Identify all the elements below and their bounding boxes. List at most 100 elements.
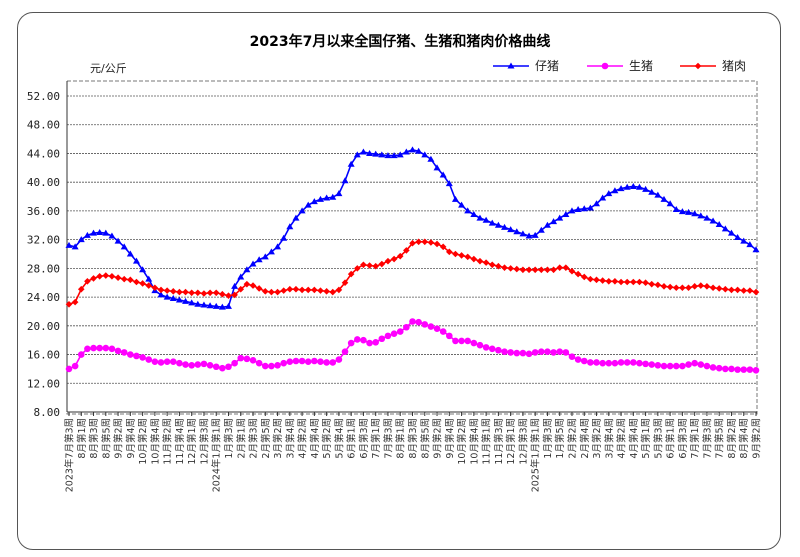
x-tick-label: 2025年1月第1周	[530, 418, 542, 492]
data-point	[746, 241, 754, 248]
data-point	[550, 218, 558, 225]
data-point	[697, 212, 705, 219]
data-point	[439, 243, 447, 251]
data-point	[488, 261, 496, 269]
data-point	[280, 359, 287, 367]
data-point	[292, 214, 300, 221]
data-point	[746, 287, 754, 294]
data-point	[341, 177, 349, 184]
legend-marker	[507, 62, 515, 69]
data-point	[139, 280, 146, 287]
data-point	[482, 344, 490, 351]
data-point	[108, 232, 116, 239]
data-point	[679, 362, 686, 370]
data-point	[347, 160, 355, 167]
y-tick-label: 44.00	[27, 147, 60, 160]
data-point	[268, 288, 275, 296]
data-point	[359, 148, 367, 155]
y-tick-label: 36.00	[27, 205, 60, 218]
data-point	[458, 201, 466, 208]
data-point	[458, 252, 465, 259]
data-point	[562, 264, 570, 271]
x-tick-label: 12月第3周	[517, 418, 529, 465]
legend-marker	[694, 62, 702, 70]
data-point	[427, 239, 435, 246]
data-point	[421, 238, 429, 246]
data-point	[126, 250, 134, 257]
data-point	[402, 148, 410, 155]
data-point	[580, 357, 588, 365]
data-point	[476, 257, 484, 265]
data-point	[543, 221, 551, 228]
data-point	[360, 336, 367, 344]
data-point	[96, 272, 103, 280]
data-point	[740, 237, 748, 244]
data-point	[274, 288, 281, 296]
data-point	[415, 238, 422, 246]
data-point	[415, 318, 422, 326]
data-point	[715, 221, 723, 228]
data-point	[574, 356, 582, 363]
x-tick-label: 1月第3周	[223, 418, 235, 459]
data-point	[599, 277, 606, 284]
data-point	[525, 266, 533, 274]
data-point	[580, 205, 588, 212]
data-point	[353, 151, 361, 158]
data-point	[617, 278, 625, 286]
data-point	[629, 182, 637, 189]
data-point	[353, 336, 361, 343]
data-point	[556, 214, 564, 221]
x-tick-label: 10月第4周	[468, 418, 480, 465]
y-tick-label: 48.00	[27, 119, 60, 132]
data-point	[580, 273, 588, 281]
data-point	[415, 147, 423, 154]
data-point	[574, 270, 582, 278]
data-point	[587, 275, 594, 283]
data-point	[360, 261, 367, 269]
data-point	[519, 230, 527, 237]
x-tick-label: 5月第1周	[640, 418, 652, 459]
data-point	[200, 290, 208, 297]
data-point	[243, 355, 251, 363]
data-point	[206, 362, 214, 369]
data-point	[194, 300, 202, 307]
data-point	[703, 283, 711, 290]
data-point	[427, 323, 435, 330]
data-point	[243, 266, 251, 273]
data-point	[538, 348, 545, 355]
x-tick-label: 11月第1周	[481, 418, 493, 465]
y-tick-label: 28.00	[27, 262, 60, 275]
data-point	[501, 264, 508, 271]
data-point	[145, 282, 153, 289]
data-point	[298, 207, 306, 214]
data-point	[544, 348, 551, 355]
data-point	[341, 348, 349, 355]
x-tick-label: 4月第2周	[616, 418, 628, 459]
data-point	[568, 353, 576, 361]
data-point	[513, 265, 521, 273]
x-tick-label: 3月第2周	[591, 418, 603, 459]
y-tick-label: 40.00	[27, 176, 60, 189]
y-axis-unit-label: 元/公斤	[90, 62, 127, 75]
data-point	[378, 260, 386, 268]
data-point	[679, 284, 686, 292]
data-point	[378, 151, 386, 158]
x-tick-label: 10月第2周	[137, 418, 149, 465]
data-point	[409, 239, 416, 247]
data-point	[642, 360, 649, 368]
data-point	[648, 361, 656, 368]
data-point	[188, 362, 195, 369]
x-tick-label: 4月第4周	[628, 418, 640, 459]
data-point	[255, 285, 263, 292]
x-tick-label: 10月第2周	[456, 418, 468, 465]
data-point	[593, 276, 600, 284]
data-point	[648, 188, 656, 195]
data-point	[513, 349, 521, 357]
data-point	[90, 229, 98, 236]
data-point	[709, 364, 717, 371]
data-point	[77, 236, 85, 243]
data-point	[194, 289, 202, 297]
data-point	[507, 265, 514, 272]
legend-marker	[601, 62, 609, 70]
data-point	[249, 282, 257, 289]
